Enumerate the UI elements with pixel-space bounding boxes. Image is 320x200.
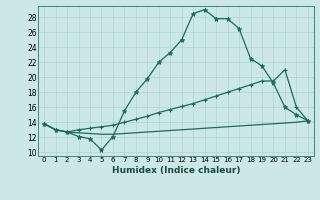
X-axis label: Humidex (Indice chaleur): Humidex (Indice chaleur) [112, 166, 240, 175]
